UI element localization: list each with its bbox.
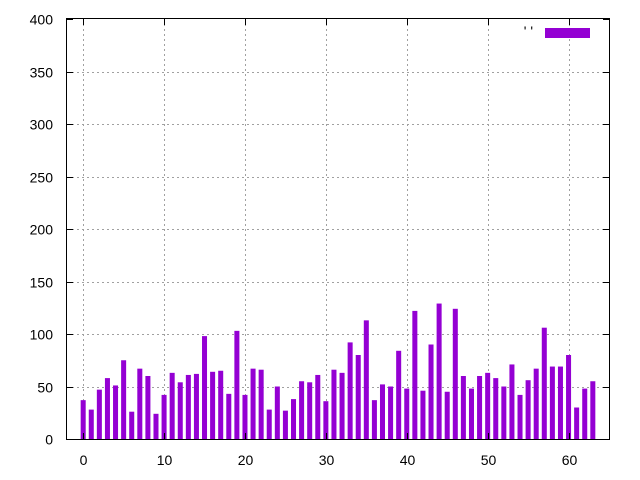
bar xyxy=(501,386,507,439)
x-tick-label: 50 xyxy=(481,452,497,468)
bar xyxy=(258,369,264,439)
x-tick-label: 30 xyxy=(319,452,335,468)
bar xyxy=(161,394,167,439)
bar xyxy=(477,376,483,439)
x-tick-label: 40 xyxy=(400,452,416,468)
bar xyxy=(509,364,515,439)
bar xyxy=(323,401,329,439)
bar xyxy=(541,327,547,439)
bar xyxy=(113,385,119,439)
bar xyxy=(388,386,394,439)
bar xyxy=(493,378,499,439)
bar xyxy=(517,394,523,439)
y-tick-label: 0 xyxy=(45,432,53,448)
axes xyxy=(66,18,610,440)
bar xyxy=(582,388,588,439)
bar xyxy=(177,382,183,439)
x-tick-label: 60 xyxy=(562,452,578,468)
bar xyxy=(153,413,159,439)
plot-frame xyxy=(66,18,610,440)
bar xyxy=(193,373,199,439)
x-tick-label: 0 xyxy=(80,452,88,468)
bar xyxy=(379,384,385,439)
y-tick-label: 50 xyxy=(37,380,53,396)
bar xyxy=(428,344,434,439)
bar xyxy=(315,374,321,439)
bar xyxy=(566,355,572,439)
bar xyxy=(129,411,135,439)
legend: ' ' xyxy=(524,23,590,39)
bar xyxy=(291,399,297,439)
bar xyxy=(218,370,224,439)
x-tick-label: 20 xyxy=(238,452,254,468)
bar xyxy=(420,390,426,439)
bar xyxy=(363,320,369,439)
bar xyxy=(396,350,402,439)
y-tick-label: 150 xyxy=(30,275,54,291)
bar xyxy=(282,410,288,439)
bar xyxy=(137,368,143,439)
bar xyxy=(274,386,280,439)
bar xyxy=(104,378,110,439)
bar xyxy=(331,369,337,439)
y-tick-label: 100 xyxy=(30,327,54,343)
legend-swatch xyxy=(545,28,590,38)
bar xyxy=(549,366,555,439)
y-tick-label: 300 xyxy=(30,117,54,133)
bar xyxy=(444,391,450,439)
bar xyxy=(299,381,305,439)
bar xyxy=(185,374,191,439)
bar xyxy=(250,368,256,439)
bar xyxy=(210,371,216,439)
y-tick-label: 250 xyxy=(30,170,54,186)
bar xyxy=(234,330,240,439)
legend-label: ' ' xyxy=(524,23,533,39)
bar xyxy=(533,368,539,439)
bar xyxy=(355,355,361,439)
bar xyxy=(145,376,151,439)
bar xyxy=(266,409,272,439)
bar xyxy=(574,407,580,439)
bar xyxy=(339,372,345,439)
bar xyxy=(226,393,232,439)
bar xyxy=(202,336,208,439)
y-tick-label: 200 xyxy=(30,222,54,238)
bar xyxy=(347,342,353,439)
bar xyxy=(468,388,474,439)
bar xyxy=(121,360,127,439)
bar xyxy=(412,310,418,439)
x-tick-label: 10 xyxy=(157,452,173,468)
bars xyxy=(80,303,596,439)
bar xyxy=(557,366,563,439)
bar xyxy=(80,400,86,439)
bar xyxy=(307,382,313,439)
bar xyxy=(404,388,410,439)
bar xyxy=(371,400,377,439)
bar xyxy=(525,380,531,439)
bar xyxy=(88,409,94,439)
y-tick-label: 400 xyxy=(30,12,54,28)
bar xyxy=(485,372,491,439)
bar xyxy=(460,376,466,439)
y-tick-label: 350 xyxy=(30,65,54,81)
bar xyxy=(96,389,102,439)
bar xyxy=(590,381,596,439)
bar xyxy=(242,394,248,439)
bar xyxy=(436,303,442,439)
bar xyxy=(169,372,175,439)
bar xyxy=(452,308,458,439)
tick-labels: 0 50 100 150 200 250 300 350 400 0 10 20 30 40 50 60 xyxy=(30,12,578,469)
